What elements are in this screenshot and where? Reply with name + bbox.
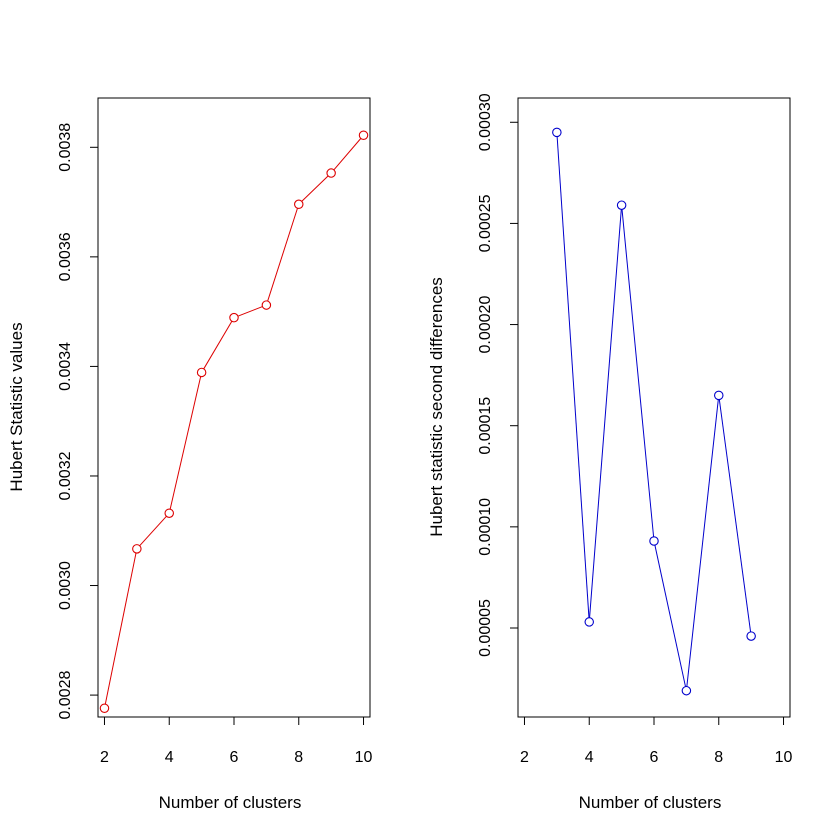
y-tick-label: 0.0038 bbox=[57, 123, 74, 172]
y-tick-label: 0.00005 bbox=[477, 599, 494, 657]
x-tick-label: 10 bbox=[775, 749, 793, 766]
x-tick-label: 6 bbox=[650, 749, 659, 766]
y-axis-title: Hubert statistic second differences bbox=[427, 277, 446, 537]
x-tick-label: 2 bbox=[520, 749, 529, 766]
series-line-segment bbox=[103, 548, 138, 709]
data-point bbox=[584, 617, 594, 627]
data-point bbox=[714, 390, 724, 401]
data-point bbox=[261, 300, 272, 310]
y-tick-label: 0.0030 bbox=[57, 561, 74, 610]
series-line-segment bbox=[330, 134, 364, 174]
y-tick-label: 0.0032 bbox=[57, 451, 74, 500]
data-point bbox=[358, 130, 369, 140]
data-point bbox=[326, 168, 336, 178]
second-differences-panel: Number of clusters Hubert statistic seco… bbox=[427, 93, 793, 812]
plot-frame bbox=[97, 97, 371, 718]
x-tick-label: 2 bbox=[100, 749, 109, 766]
data-point bbox=[649, 536, 659, 546]
hubert-statistic-panel: Number of clusters Hubert Statistic valu… bbox=[7, 97, 373, 812]
y-axis-title: Hubert Statistic values bbox=[7, 322, 26, 491]
series-line-segment bbox=[233, 304, 267, 319]
x-tick-label: 4 bbox=[585, 749, 594, 766]
x-tick-label: 8 bbox=[294, 749, 303, 766]
data-point bbox=[294, 199, 304, 210]
series-line-segment bbox=[718, 395, 752, 637]
data-point bbox=[616, 200, 627, 210]
series-line-segment bbox=[588, 205, 623, 622]
data-point bbox=[196, 367, 207, 378]
y-tick-label: 0.00025 bbox=[477, 194, 494, 252]
data-point bbox=[132, 544, 142, 554]
x-tick-label: 6 bbox=[230, 749, 239, 766]
x-axis-title: Number of clusters bbox=[579, 793, 722, 812]
y-tick-label: 0.0036 bbox=[57, 232, 74, 281]
x-tick-label: 10 bbox=[355, 749, 373, 766]
series-line-segment bbox=[685, 395, 720, 691]
x-axis-title: Number of clusters bbox=[159, 793, 302, 812]
x-tick-label: 4 bbox=[165, 749, 174, 766]
y-tick-label: 0.0034 bbox=[57, 342, 74, 391]
y-tick-label: 0.00010 bbox=[477, 498, 494, 556]
series-line-segment bbox=[653, 540, 687, 691]
y-tick-label: 0.00020 bbox=[477, 296, 494, 354]
y-tick-label: 0.0028 bbox=[57, 671, 74, 720]
x-tick-label: 8 bbox=[714, 749, 723, 766]
series-line-segment bbox=[621, 205, 655, 542]
series-line-segment bbox=[556, 132, 590, 622]
data-point bbox=[229, 312, 239, 323]
series-line-segment bbox=[201, 317, 235, 373]
series-line-segment bbox=[136, 512, 170, 550]
y-tick-label: 0.00030 bbox=[477, 93, 494, 151]
data-point bbox=[164, 508, 174, 518]
data-point bbox=[681, 685, 692, 696]
data-point bbox=[746, 631, 756, 641]
series-line-segment bbox=[298, 172, 332, 205]
data-point bbox=[552, 127, 562, 138]
series-line-segment bbox=[168, 372, 203, 514]
series-line-segment bbox=[265, 204, 300, 306]
y-tick-label: 0.00015 bbox=[477, 397, 494, 455]
data-point bbox=[99, 703, 110, 713]
